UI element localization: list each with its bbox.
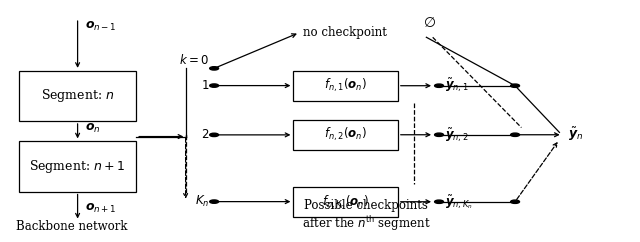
Text: $\tilde{\boldsymbol{y}}_{n,K_n}$: $\tilde{\boldsymbol{y}}_{n,K_n}$ [445,193,473,211]
Text: $\tilde{\boldsymbol{y}}_n$: $\tilde{\boldsymbol{y}}_n$ [568,126,583,144]
Text: Backbone network: Backbone network [16,220,127,234]
FancyBboxPatch shape [293,71,398,101]
Text: $1$: $1$ [201,79,209,92]
Circle shape [210,133,219,136]
Text: no checkpoint: no checkpoint [303,26,387,39]
Circle shape [511,200,520,204]
Circle shape [210,84,219,87]
Text: $\tilde{\boldsymbol{y}}_{n,2}$: $\tilde{\boldsymbol{y}}_{n,2}$ [445,126,469,144]
Circle shape [210,200,219,203]
Text: $\boldsymbol{o}_{n+1}$: $\boldsymbol{o}_{n+1}$ [85,202,117,215]
Circle shape [511,133,520,136]
Text: $\boldsymbol{o}_{n-1}$: $\boldsymbol{o}_{n-1}$ [85,20,117,33]
Circle shape [435,84,444,87]
Circle shape [435,133,444,136]
Text: $2$: $2$ [201,128,209,141]
Text: $\emptyset$: $\emptyset$ [423,16,436,30]
FancyBboxPatch shape [19,141,136,192]
Text: $\boldsymbol{o}_{n}$: $\boldsymbol{o}_{n}$ [85,122,101,135]
Circle shape [435,200,444,204]
Circle shape [511,84,520,87]
Text: $f_{n,2}(\boldsymbol{o}_n)$: $f_{n,2}(\boldsymbol{o}_n)$ [324,126,367,144]
Text: $k=0$: $k=0$ [179,53,209,67]
FancyBboxPatch shape [293,120,398,150]
FancyBboxPatch shape [293,187,398,217]
Circle shape [210,67,219,70]
Text: Possible checkpoints
after the $n^{\mathrm{th}}$ segment: Possible checkpoints after the $n^{\math… [302,199,431,234]
Text: Segment: $n+1$: Segment: $n+1$ [29,158,126,175]
Text: Segment: $n$: Segment: $n$ [41,87,115,104]
Text: $f_{n,K_n}(\boldsymbol{o}_n)$: $f_{n,K_n}(\boldsymbol{o}_n)$ [322,193,369,211]
Text: $K_n$: $K_n$ [195,194,209,209]
FancyBboxPatch shape [19,71,136,121]
Text: $\tilde{\boldsymbol{y}}_{n,1}$: $\tilde{\boldsymbol{y}}_{n,1}$ [445,77,469,94]
Text: $f_{n,1}(\boldsymbol{o}_n)$: $f_{n,1}(\boldsymbol{o}_n)$ [324,77,367,94]
